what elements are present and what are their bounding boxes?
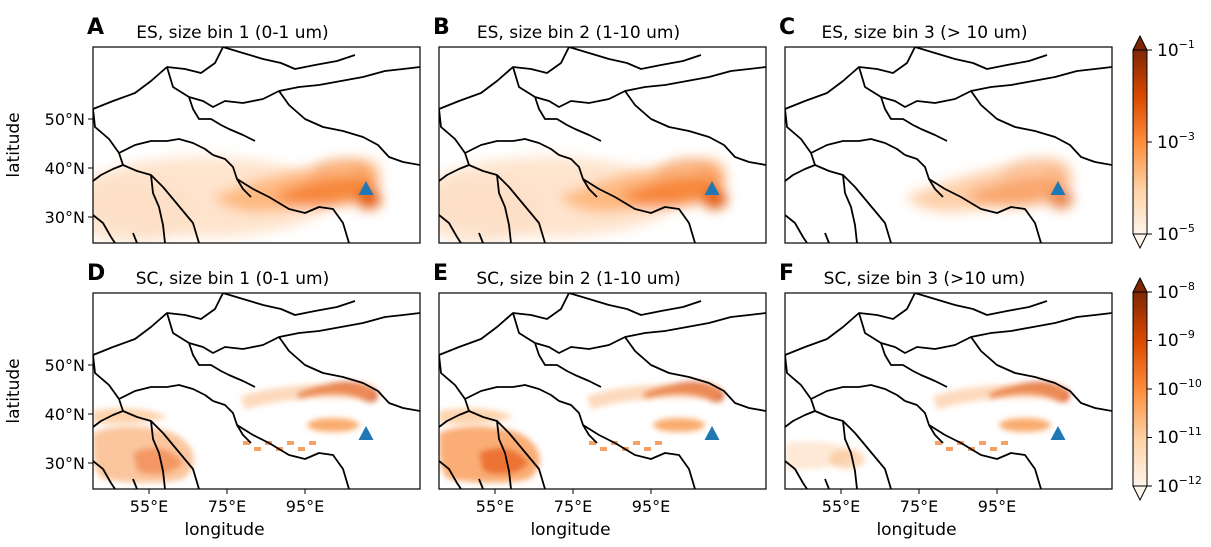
cb-sc-tick-10: 10−10 xyxy=(1157,377,1202,400)
x-axis-label: longitude xyxy=(876,520,956,540)
x-axis-label: longitude xyxy=(530,520,610,540)
cb-es-tick-1: 10−1 xyxy=(1157,38,1195,61)
lon-tick-label: 55°E xyxy=(822,497,860,516)
colorbar-sc: 10−8 10−9 10−10 10−11 10−12 xyxy=(1132,276,1202,502)
map-field xyxy=(439,47,766,243)
lon-tick-label: 95°E xyxy=(978,497,1016,516)
panel-letter: C xyxy=(779,15,795,40)
lon-tick-label: 75°E xyxy=(208,497,246,516)
map-panel-a: A ES, size bin 1 (0-1 um) 50°N 40°N 30°N lati… xyxy=(4,15,421,244)
cb-es-tick-5: 10−5 xyxy=(1157,222,1195,245)
lon-tick-label: 55°E xyxy=(130,497,168,516)
panel-letter: D xyxy=(87,261,105,286)
map-panel-f: F SC, size bin 3 (>10 um) 55°E 75°E 95°E long… xyxy=(779,261,1113,540)
panel-title: ES, size bin 1 (0-1 um) xyxy=(136,23,328,43)
map-panel-d: D SC, size bin 1 (0-1 um) 50°N 40°N 30°N lati… xyxy=(4,261,421,540)
map-field xyxy=(439,293,766,489)
panel-letter: F xyxy=(779,261,794,286)
y-axis-label: latitude xyxy=(4,358,24,423)
cb-es-tick-3: 10−3 xyxy=(1157,130,1195,153)
cb-sc-tick-11: 10−11 xyxy=(1157,425,1202,448)
map-field xyxy=(93,293,420,489)
lon-tick-label: 55°E xyxy=(476,497,514,516)
map-field xyxy=(785,293,1112,489)
lon-tick-label: 75°E xyxy=(554,497,592,516)
panel-title: SC, size bin 3 (>10 um) xyxy=(824,269,1026,289)
cb-sc-tick-9: 10−9 xyxy=(1157,328,1195,351)
map-field xyxy=(93,47,420,243)
panel-letter: B xyxy=(433,15,450,40)
y-axis-label: latitude xyxy=(4,112,24,177)
lat-tick-label: 30°N xyxy=(45,208,85,227)
lat-tick-label: 40°N xyxy=(45,405,85,424)
lat-tick-label: 50°N xyxy=(45,356,85,375)
panel-letter: E xyxy=(433,261,448,286)
map-panel-e: E SC, size bin 2 (1-10 um) 55°E 75°E 95°E lon… xyxy=(433,261,767,540)
cb-sc-tick-12: 10−12 xyxy=(1157,474,1202,497)
panel-title: SC, size bin 1 (0-1 um) xyxy=(136,269,330,289)
map-field xyxy=(785,47,1112,243)
x-axis-label: longitude xyxy=(184,520,264,540)
lon-tick-label: 75°E xyxy=(900,497,938,516)
panel-title: ES, size bin 2 (1-10 um) xyxy=(477,23,680,43)
panel-title: ES, size bin 3 (> 10 um) xyxy=(822,23,1028,43)
lat-tick-label: 40°N xyxy=(45,159,85,178)
panel-letter: A xyxy=(87,15,104,40)
map-panel-c: C ES, size bin 3 (> 10 um) xyxy=(779,15,1113,244)
colorbar-es: 10−1 10−3 10−5 xyxy=(1132,34,1195,250)
lat-tick-label: 30°N xyxy=(45,454,85,473)
lon-tick-label: 95°E xyxy=(632,497,670,516)
lon-tick-label: 95°E xyxy=(286,497,324,516)
lat-tick-label: 50°N xyxy=(45,110,85,129)
map-panel-b: B ES, size bin 2 (1-10 um) xyxy=(433,15,767,244)
cb-sc-tick-8: 10−8 xyxy=(1157,280,1195,303)
panel-title: SC, size bin 2 (1-10 um) xyxy=(476,269,680,289)
